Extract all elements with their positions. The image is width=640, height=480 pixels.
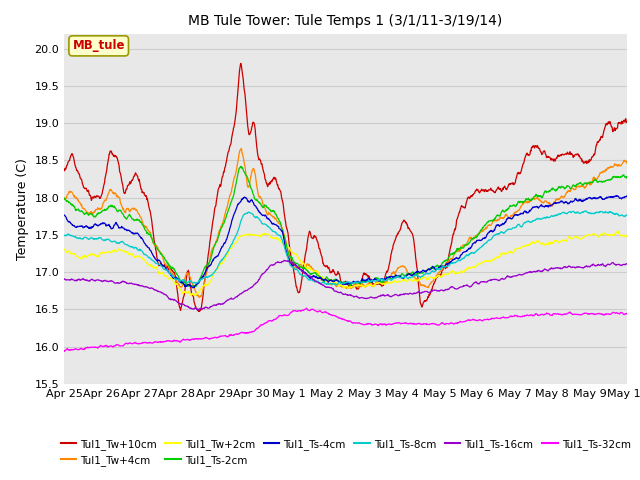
Line: Tul1_Ts-8cm: Tul1_Ts-8cm bbox=[64, 211, 627, 285]
Tul1_Ts-8cm bbox=[311, 278, 319, 284]
Tul1_Ts-4cm bbox=[311, 274, 319, 280]
Tul1_Ts-8cm bbox=[582, 208, 589, 214]
Tul1_Tw+2cm bbox=[104, 249, 111, 254]
Tul1_Tw+10cm bbox=[623, 120, 631, 125]
Tul1_Ts-32cm bbox=[381, 322, 389, 327]
Tul1_Tw+4cm bbox=[195, 294, 203, 300]
Text: MB_tule: MB_tule bbox=[72, 39, 125, 52]
Legend: Tul1_Tw+10cm, Tul1_Tw+4cm, Tul1_Tw+2cm, Tul1_Ts-2cm, Tul1_Ts-4cm, Tul1_Ts-8cm, T: Tul1_Tw+10cm, Tul1_Tw+4cm, Tul1_Tw+2cm, … bbox=[56, 435, 635, 470]
Line: Tul1_Tw+10cm: Tul1_Tw+10cm bbox=[64, 63, 627, 312]
Tul1_Tw+10cm bbox=[312, 234, 319, 240]
Tul1_Ts-8cm bbox=[623, 212, 631, 217]
Tul1_Ts-8cm bbox=[333, 282, 340, 288]
Tul1_Ts-32cm bbox=[312, 308, 319, 313]
Tul1_Tw+4cm bbox=[127, 207, 134, 213]
Tul1_Tw+10cm bbox=[237, 60, 244, 66]
Tul1_Ts-8cm bbox=[104, 237, 111, 242]
Tul1_Ts-32cm bbox=[623, 311, 631, 316]
Y-axis label: Temperature (C): Temperature (C) bbox=[16, 158, 29, 260]
Tul1_Tw+10cm bbox=[300, 262, 308, 268]
Tul1_Tw+4cm bbox=[237, 145, 245, 151]
Tul1_Ts-4cm bbox=[60, 212, 68, 218]
Tul1_Ts-16cm bbox=[312, 278, 319, 284]
Tul1_Ts-4cm bbox=[300, 269, 307, 275]
Tul1_Ts-2cm bbox=[322, 276, 330, 282]
Tul1_Ts-16cm bbox=[623, 261, 631, 266]
Tul1_Ts-4cm bbox=[189, 285, 196, 290]
Tul1_Tw+4cm bbox=[312, 268, 319, 274]
Line: Tul1_Ts-4cm: Tul1_Ts-4cm bbox=[64, 196, 627, 288]
Tul1_Ts-8cm bbox=[60, 232, 68, 238]
Tul1_Tw+2cm bbox=[191, 293, 199, 299]
Tul1_Ts-32cm bbox=[300, 308, 307, 313]
Tul1_Ts-2cm bbox=[381, 276, 389, 281]
Tul1_Tw+2cm bbox=[300, 261, 307, 266]
Tul1_Tw+2cm bbox=[321, 277, 329, 283]
Tul1_Ts-2cm bbox=[237, 164, 245, 169]
Tul1_Tw+4cm bbox=[381, 280, 389, 286]
Tul1_Tw+10cm bbox=[322, 264, 330, 269]
Tul1_Ts-2cm bbox=[127, 214, 134, 219]
Tul1_Tw+10cm bbox=[195, 309, 203, 314]
Tul1_Ts-2cm bbox=[623, 173, 631, 179]
Tul1_Ts-32cm bbox=[322, 310, 330, 315]
Tul1_Tw+4cm bbox=[60, 195, 68, 201]
Tul1_Ts-8cm bbox=[321, 280, 328, 286]
Tul1_Ts-16cm bbox=[127, 280, 134, 286]
Tul1_Tw+2cm bbox=[311, 269, 319, 275]
Tul1_Ts-16cm bbox=[381, 293, 389, 299]
Title: MB Tule Tower: Tule Temps 1 (3/1/11-3/19/14): MB Tule Tower: Tule Temps 1 (3/1/11-3/19… bbox=[188, 14, 503, 28]
Tul1_Ts-4cm bbox=[104, 223, 111, 228]
Tul1_Tw+2cm bbox=[60, 247, 68, 252]
Tul1_Ts-8cm bbox=[127, 244, 134, 250]
Tul1_Tw+2cm bbox=[614, 228, 622, 234]
Tul1_Ts-16cm bbox=[194, 308, 202, 313]
Tul1_Ts-16cm bbox=[104, 278, 111, 284]
Tul1_Ts-16cm bbox=[300, 270, 308, 276]
Tul1_Tw+10cm bbox=[104, 161, 111, 167]
Tul1_Tw+4cm bbox=[623, 161, 631, 167]
Tul1_Ts-32cm bbox=[104, 344, 112, 350]
Tul1_Ts-4cm bbox=[381, 276, 388, 282]
Tul1_Tw+2cm bbox=[623, 234, 631, 240]
Tul1_Ts-16cm bbox=[60, 276, 68, 282]
Line: Tul1_Ts-2cm: Tul1_Ts-2cm bbox=[64, 167, 627, 287]
Tul1_Ts-2cm bbox=[104, 206, 111, 212]
Tul1_Tw+10cm bbox=[60, 168, 68, 174]
Tul1_Ts-2cm bbox=[312, 270, 319, 276]
Tul1_Tw+10cm bbox=[381, 273, 389, 279]
Tul1_Tw+2cm bbox=[381, 282, 388, 288]
Tul1_Ts-2cm bbox=[60, 195, 68, 201]
Tul1_Tw+4cm bbox=[300, 265, 308, 271]
Line: Tul1_Tw+2cm: Tul1_Tw+2cm bbox=[64, 231, 627, 296]
Tul1_Ts-32cm bbox=[60, 348, 68, 354]
Tul1_Ts-32cm bbox=[127, 340, 134, 346]
Line: Tul1_Ts-16cm: Tul1_Ts-16cm bbox=[64, 260, 627, 311]
Tul1_Ts-32cm bbox=[303, 305, 310, 311]
Tul1_Ts-32cm bbox=[61, 348, 68, 354]
Tul1_Ts-4cm bbox=[623, 193, 631, 199]
Tul1_Tw+4cm bbox=[322, 277, 330, 283]
Tul1_Ts-16cm bbox=[280, 257, 288, 263]
Line: Tul1_Ts-32cm: Tul1_Ts-32cm bbox=[64, 308, 627, 351]
Tul1_Tw+10cm bbox=[127, 181, 134, 187]
Tul1_Ts-4cm bbox=[613, 193, 621, 199]
Tul1_Ts-2cm bbox=[186, 284, 194, 289]
Tul1_Tw+2cm bbox=[127, 251, 134, 257]
Tul1_Ts-4cm bbox=[127, 228, 134, 234]
Tul1_Ts-8cm bbox=[299, 273, 307, 278]
Tul1_Ts-4cm bbox=[321, 276, 329, 282]
Tul1_Ts-2cm bbox=[300, 265, 308, 271]
Line: Tul1_Tw+4cm: Tul1_Tw+4cm bbox=[64, 148, 627, 297]
Tul1_Ts-8cm bbox=[381, 278, 388, 284]
Tul1_Ts-16cm bbox=[322, 284, 330, 290]
Tul1_Tw+4cm bbox=[104, 193, 111, 199]
